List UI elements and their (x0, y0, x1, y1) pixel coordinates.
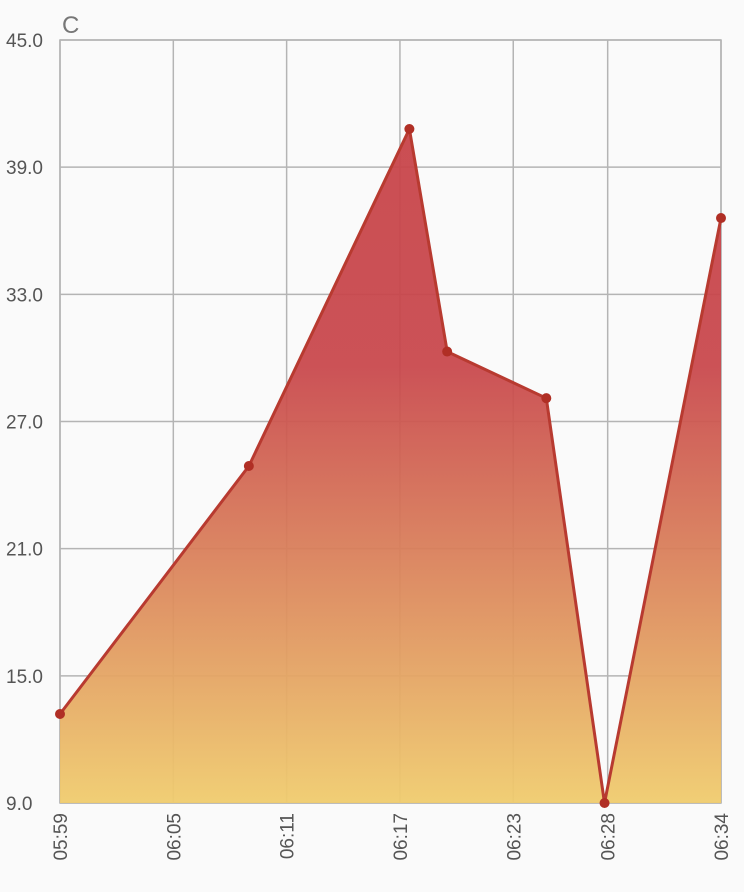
series-area (60, 129, 721, 803)
data-point (442, 346, 453, 357)
x-tick-label: 06:11 (278, 813, 299, 859)
y-axis-unit-label: C (62, 12, 79, 39)
y-tick-label: 45.0 (6, 31, 43, 52)
data-point (599, 798, 610, 808)
y-tick-label: 9.0 (6, 794, 32, 815)
x-tick-label: 06:17 (391, 813, 412, 861)
data-point (404, 124, 415, 135)
y-tick-label: 39.0 (6, 158, 43, 179)
data-point (716, 213, 726, 224)
y-tick-label: 15.0 (6, 667, 43, 688)
data-point (541, 393, 552, 404)
x-tick-label: 06:34 (712, 813, 733, 861)
y-axis: 9.0 15.0 21.0 27.0 33.0 39.0 45.0 (6, 31, 43, 815)
plot-area (55, 124, 726, 808)
data-point (55, 708, 65, 719)
x-tick-label: 06:23 (504, 813, 525, 861)
x-tick-label: 06:28 (599, 813, 620, 861)
data-point (243, 461, 254, 472)
y-tick-label: 21.0 (6, 540, 43, 561)
x-tick-label: 06:05 (164, 813, 185, 861)
y-tick-label: 27.0 (6, 413, 43, 434)
x-axis: 05:59 06:05 06:11 06:17 06:23 06:28 06:34 (51, 813, 733, 861)
y-tick-label: 33.0 (6, 285, 43, 306)
x-tick-label: 05:59 (51, 813, 72, 861)
